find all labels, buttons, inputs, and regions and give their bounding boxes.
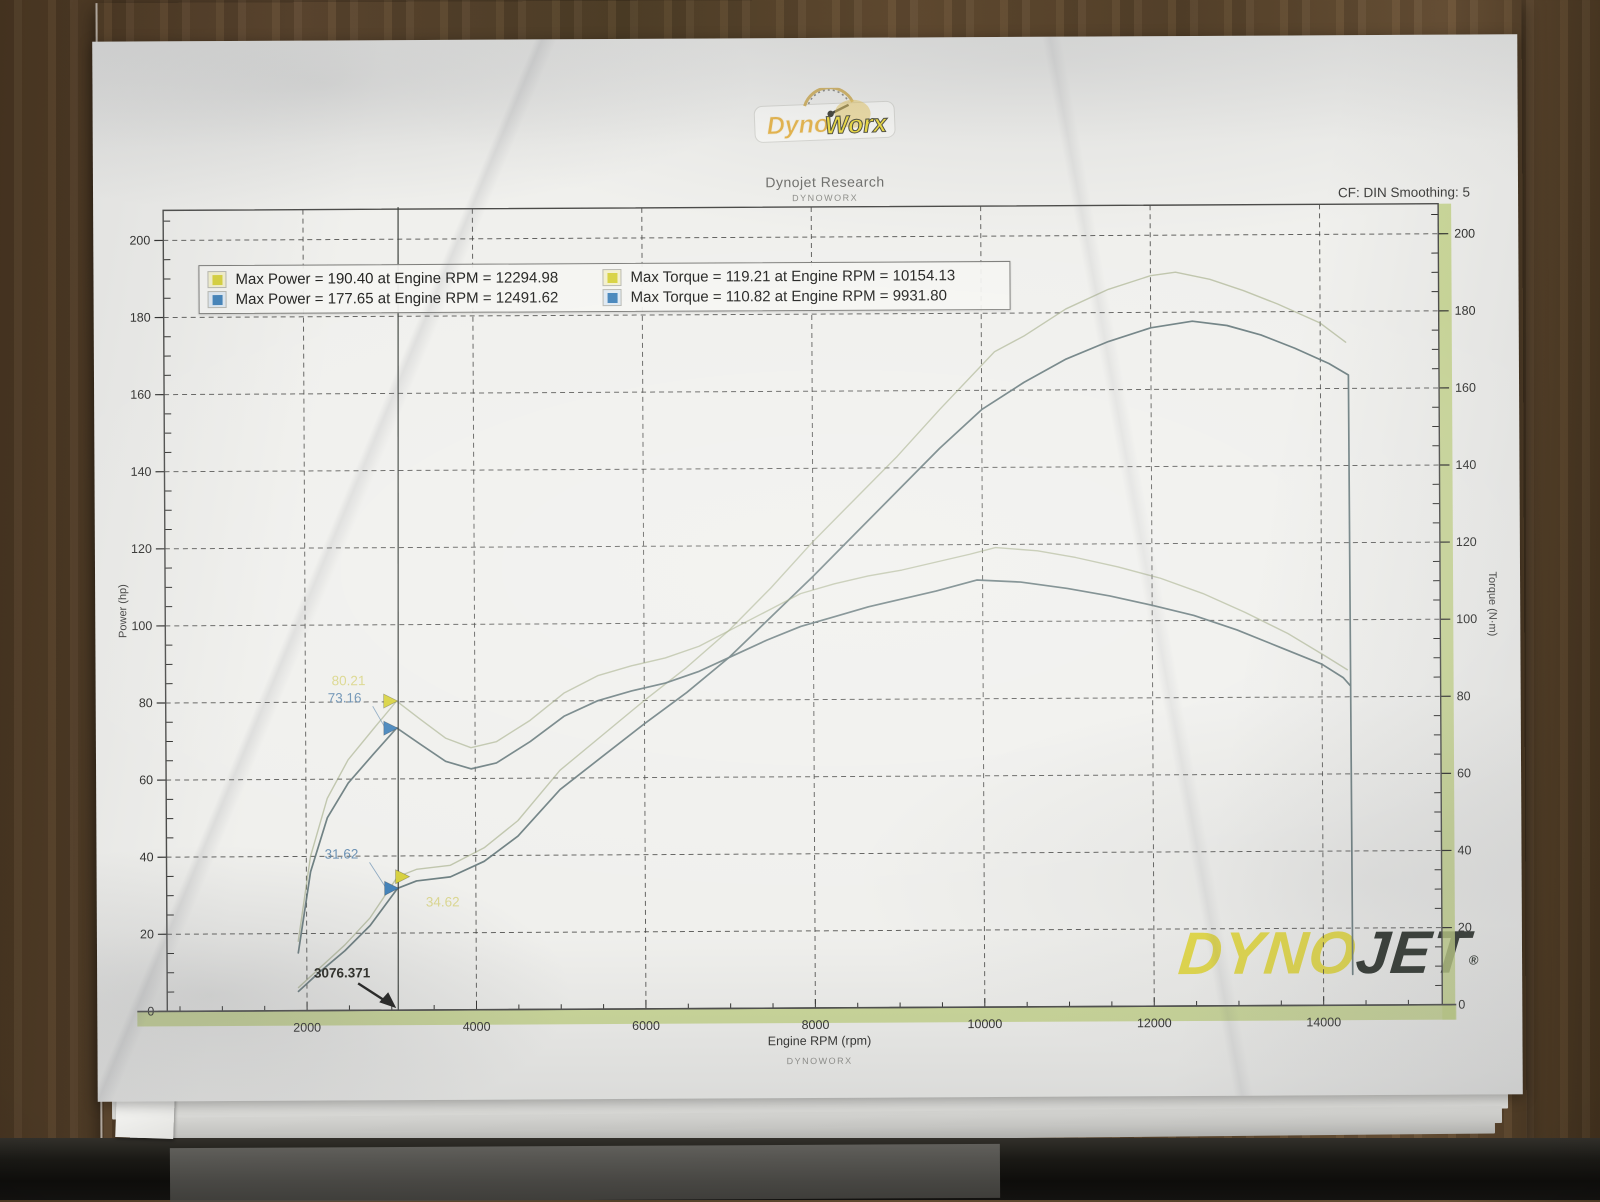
svg-text:140: 140 — [1455, 458, 1476, 472]
legend-item: Max Power = 177.65 at Engine RPM = 12491… — [208, 289, 603, 308]
legend-swatch-box — [602, 269, 621, 286]
legend-swatch-box — [603, 289, 622, 306]
svg-text:80: 80 — [139, 696, 153, 710]
svg-text:DYNOWORX: DYNOWORX — [787, 1056, 853, 1066]
svg-text:34.62: 34.62 — [426, 894, 460, 909]
svg-text:40: 40 — [1457, 843, 1471, 857]
binder-sheet-edge — [170, 1144, 1000, 1202]
legend-swatch-box — [207, 271, 226, 288]
legend: Max Power = 190.40 at Engine RPM = 12294… — [198, 261, 1010, 314]
svg-text:2000: 2000 — [293, 1021, 321, 1035]
svg-text:8000: 8000 — [802, 1018, 830, 1032]
svg-text:73.16: 73.16 — [328, 690, 362, 705]
svg-text:6000: 6000 — [632, 1019, 660, 1033]
legend-label: Max Torque = 110.82 at Engine RPM = 9931… — [631, 287, 947, 306]
svg-text:180: 180 — [130, 311, 151, 325]
svg-text:0: 0 — [1458, 998, 1465, 1012]
legend-swatch — [212, 295, 222, 305]
svg-text:180: 180 — [1455, 304, 1476, 318]
legend-label: Max Power = 190.40 at Engine RPM = 12294… — [235, 269, 558, 288]
paper-sheet: Dyno Worx Dynojet Research DYNOWORX CF: … — [92, 34, 1523, 1101]
legend-item: Max Torque = 110.82 at Engine RPM = 9931… — [603, 287, 1002, 306]
svg-text:140: 140 — [131, 465, 152, 479]
svg-text:60: 60 — [139, 773, 153, 787]
svg-text:160: 160 — [1455, 381, 1476, 395]
legend-item: Max Torque = 119.21 at Engine RPM = 1015… — [602, 267, 1001, 286]
svg-text:Power (hp): Power (hp) — [117, 584, 129, 638]
legend-swatch — [607, 292, 617, 302]
svg-text:12000: 12000 — [1137, 1016, 1172, 1030]
svg-text:31.62: 31.62 — [325, 846, 359, 861]
svg-text:160: 160 — [130, 388, 151, 402]
svg-text:14000: 14000 — [1306, 1015, 1341, 1029]
legend-swatch — [212, 275, 222, 285]
legend-swatch — [607, 272, 617, 282]
legend-label: Max Torque = 119.21 at Engine RPM = 1015… — [630, 267, 955, 286]
svg-text:120: 120 — [1456, 535, 1477, 549]
svg-text:20: 20 — [1458, 920, 1472, 934]
legend-item: Max Power = 190.40 at Engine RPM = 12294… — [207, 269, 602, 288]
legend-label: Max Power = 177.65 at Engine RPM = 12491… — [236, 289, 559, 308]
svg-text:10000: 10000 — [967, 1017, 1002, 1031]
svg-text:20: 20 — [140, 927, 154, 941]
svg-text:60: 60 — [1457, 766, 1471, 780]
svg-text:80.21: 80.21 — [332, 673, 366, 688]
svg-text:200: 200 — [129, 234, 150, 248]
svg-text:80: 80 — [1457, 689, 1471, 703]
svg-text:100: 100 — [131, 619, 152, 633]
svg-text:4000: 4000 — [463, 1020, 491, 1034]
svg-text:Torque (N·m): Torque (N·m) — [1486, 571, 1498, 636]
svg-text:3076.371: 3076.371 — [314, 965, 371, 980]
svg-text:40: 40 — [140, 850, 154, 864]
legend-swatch-box — [208, 291, 227, 308]
svg-text:100: 100 — [1456, 612, 1477, 626]
svg-text:200: 200 — [1454, 227, 1475, 241]
svg-text:120: 120 — [131, 542, 152, 556]
svg-text:Engine RPM (rpm): Engine RPM (rpm) — [768, 1034, 872, 1049]
